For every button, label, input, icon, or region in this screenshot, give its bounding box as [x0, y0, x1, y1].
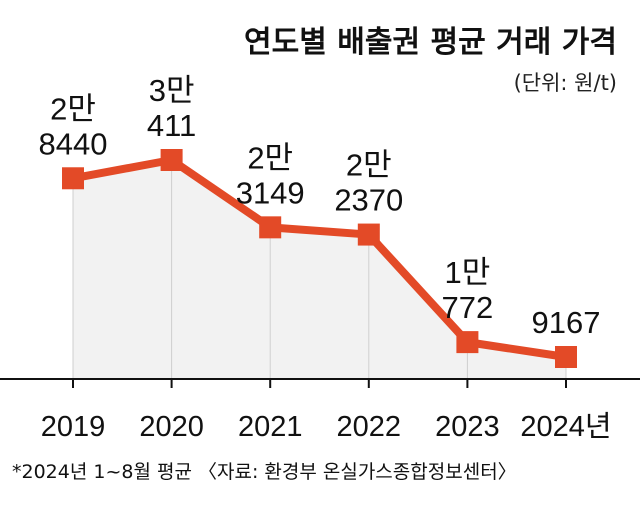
x-tick-label-4: 2023	[435, 411, 500, 443]
x-tick-label-1: 2020	[139, 411, 204, 443]
data-label-1-0: 3만	[149, 73, 195, 108]
data-point-2	[259, 216, 282, 239]
data-label-2-1: 3149	[236, 175, 305, 210]
data-point-0	[62, 167, 84, 190]
data-label-0-1: 8440	[39, 126, 108, 161]
unit-note: (단위: 원/t)	[514, 71, 617, 95]
data-label-4-0: 1만	[445, 255, 491, 290]
data-point-3	[357, 223, 380, 246]
data-point-4	[456, 331, 479, 354]
x-tick-label-5: 2024년	[520, 411, 611, 443]
series-line	[72, 156, 567, 361]
chart-title: 연도별 배출권 평균 거래 가격	[244, 25, 617, 60]
x-tick-label-0: 2019	[41, 411, 106, 443]
footnote: *2024년 1~8월 평균 〈자료: 환경부 온실가스종합정보센터〉	[12, 461, 517, 483]
x-tick-label-2: 2021	[238, 411, 303, 443]
area-fill	[73, 160, 566, 379]
data-label-3-0: 2만	[346, 148, 392, 183]
data-label-2-0: 2만	[247, 140, 293, 175]
data-label-0-0: 2만	[50, 91, 96, 126]
data-point-1	[160, 149, 183, 171]
data-label-3-1: 2370	[334, 183, 403, 218]
data-label-5-0: 9167	[532, 305, 601, 340]
data-label-1-1: 411	[147, 108, 196, 143]
data-point-5	[555, 346, 577, 368]
x-tick-label-3: 2022	[337, 411, 402, 443]
data-label-4-1: 772	[442, 290, 494, 325]
